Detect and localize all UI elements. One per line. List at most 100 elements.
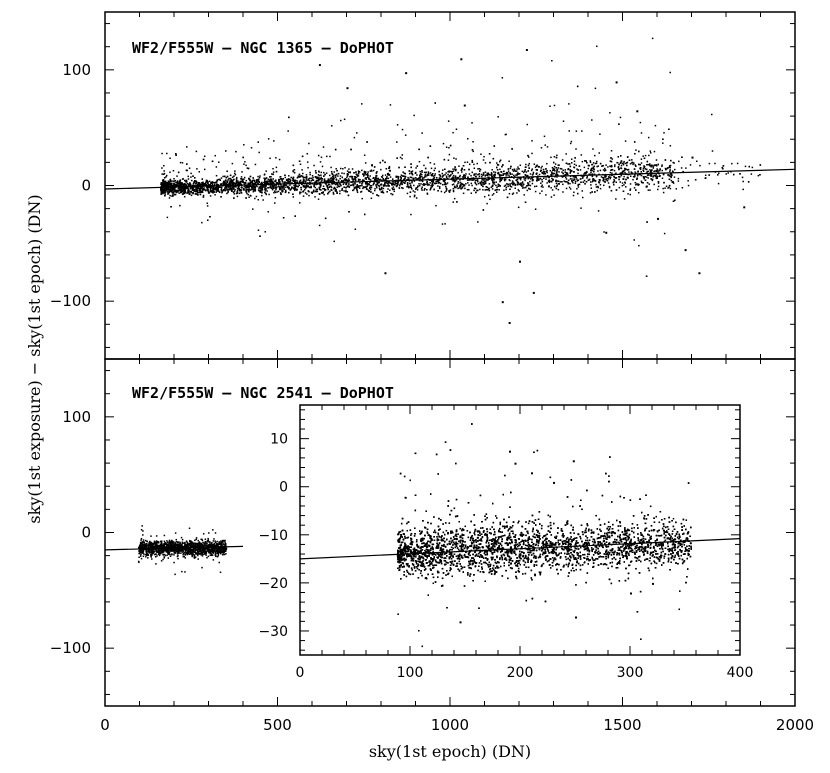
data-point <box>427 174 430 176</box>
data-point <box>736 162 739 165</box>
data-point <box>512 170 515 172</box>
data-point <box>181 162 184 164</box>
data-point <box>153 541 156 544</box>
data-point <box>681 156 683 158</box>
data-point <box>333 178 335 180</box>
data-point <box>207 187 209 190</box>
data-point <box>186 182 189 185</box>
data-point <box>168 181 171 184</box>
data-point <box>355 171 357 173</box>
data-point <box>216 183 218 186</box>
data-point <box>569 172 571 174</box>
data-point <box>455 158 457 160</box>
data-point <box>248 185 251 188</box>
data-point <box>662 187 664 190</box>
data-point <box>292 176 295 179</box>
data-point <box>421 169 423 172</box>
data-point <box>498 160 501 163</box>
data-point <box>327 183 330 186</box>
data-point <box>670 175 673 177</box>
data-point <box>274 202 276 204</box>
data-point <box>364 177 367 180</box>
data-point <box>337 185 340 188</box>
data-point <box>188 191 190 193</box>
data-point <box>521 170 524 173</box>
data-point <box>227 179 229 181</box>
data-point <box>491 179 493 182</box>
data-point <box>556 169 558 171</box>
data-point <box>166 182 168 184</box>
data-point <box>176 182 179 184</box>
data-point <box>563 180 565 182</box>
data-point <box>633 176 636 178</box>
data-point <box>210 182 212 184</box>
data-point <box>302 179 305 181</box>
data-point <box>225 185 228 187</box>
data-point <box>429 182 431 184</box>
data-point <box>642 170 645 172</box>
data-point <box>239 180 242 183</box>
data-point <box>168 191 170 193</box>
data-point <box>173 182 175 185</box>
data-point <box>265 170 267 172</box>
data-point <box>237 181 239 184</box>
data-point <box>514 183 517 186</box>
data-point <box>169 178 172 181</box>
data-point <box>657 163 659 166</box>
data-point <box>412 177 415 180</box>
data-point <box>496 186 498 189</box>
data-point <box>757 174 760 177</box>
data-point <box>424 175 427 178</box>
data-point <box>516 178 519 181</box>
data-point <box>517 189 520 191</box>
data-point <box>281 190 283 192</box>
data-point <box>561 159 564 161</box>
data-point <box>229 174 232 177</box>
data-point <box>371 170 373 172</box>
data-point <box>413 114 415 117</box>
data-point <box>376 179 379 182</box>
data-point <box>551 177 553 180</box>
data-point <box>285 190 287 193</box>
data-point <box>186 163 188 165</box>
data-point <box>218 190 220 193</box>
data-point <box>284 186 286 189</box>
data-point <box>613 184 615 186</box>
data-point <box>171 180 173 182</box>
data-point <box>651 174 653 176</box>
data-point <box>610 169 613 171</box>
data-point <box>303 186 305 188</box>
data-point <box>183 189 186 191</box>
data-point <box>240 189 242 192</box>
data-point <box>573 166 575 168</box>
data-point <box>647 174 649 176</box>
data-point <box>165 174 168 177</box>
data-point <box>270 180 272 183</box>
data-point <box>326 185 328 188</box>
data-point <box>293 184 295 187</box>
data-point <box>354 183 356 185</box>
data-point <box>344 179 346 181</box>
data-point <box>618 168 620 170</box>
data-point <box>368 190 370 192</box>
data-point <box>164 191 166 193</box>
data-point <box>555 179 557 182</box>
data-point <box>431 182 434 185</box>
data-point <box>605 178 607 180</box>
data-point <box>657 181 660 183</box>
data-point <box>551 189 554 191</box>
data-point <box>247 186 249 189</box>
data-point <box>490 186 493 188</box>
data-point <box>652 165 654 168</box>
data-point <box>254 182 256 185</box>
data-point <box>542 170 545 173</box>
data-point <box>568 103 570 105</box>
data-point <box>669 166 671 169</box>
data-point <box>251 188 253 191</box>
data-point <box>170 184 173 186</box>
data-point <box>664 187 666 189</box>
data-point <box>491 178 493 180</box>
data-point <box>172 169 175 172</box>
data-point <box>544 144 547 146</box>
data-point <box>302 195 305 197</box>
